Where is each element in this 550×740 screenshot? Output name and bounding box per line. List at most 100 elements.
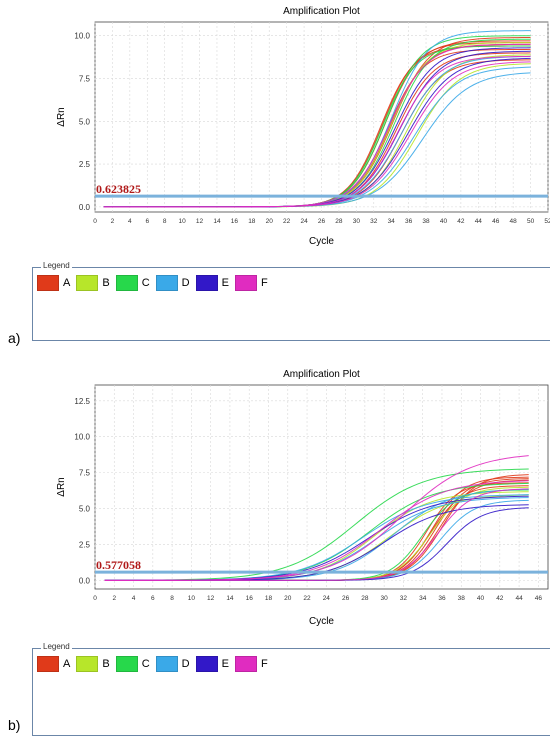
legend-item-c: C (115, 656, 150, 672)
legend-swatch (37, 275, 59, 291)
x-tick-label: 20 (284, 595, 292, 602)
threshold-label: 0.623825 (96, 182, 141, 196)
x-tick-label: 0 (93, 218, 97, 225)
x-tick-label: 18 (248, 218, 256, 225)
legend-items: A B C D E F (37, 656, 274, 672)
legend-swatch (195, 275, 218, 291)
x-tick-label: 8 (170, 595, 174, 602)
x-tick-label: 8 (163, 218, 167, 225)
x-tick-label: 22 (303, 595, 311, 602)
y-tick-label: 5.0 (79, 505, 91, 514)
y-tick-label: 12.5 (74, 397, 90, 406)
x-tick-label: 28 (361, 595, 369, 602)
legend-label: F (260, 658, 268, 670)
x-tick-label: 18 (265, 595, 273, 602)
legend-label: E (221, 277, 229, 289)
panel-b: Amplification Plot 0 2 4 6 8 10 12 14 16 18 20 22 24 2… (0, 362, 550, 740)
x-tick-label: 10 (178, 218, 186, 225)
legend-title: Legend (41, 261, 72, 270)
legend-item-e: E (195, 656, 229, 672)
x-tick-label: 42 (496, 595, 504, 602)
legend-swatch (115, 275, 138, 291)
legend-item-a: A (37, 275, 70, 291)
x-tick-label: 2 (112, 595, 116, 602)
x-tick-label: 38 (458, 595, 466, 602)
legend-swatch (155, 656, 178, 672)
x-tick-label: 48 (510, 218, 518, 225)
legend-swatch (234, 656, 257, 672)
x-tick-label: 46 (535, 595, 543, 602)
legend-item-e: E (195, 275, 229, 291)
x-tick-label: 26 (342, 595, 350, 602)
y-tick-label: 5.0 (79, 117, 91, 126)
x-tick-label: 6 (151, 595, 155, 602)
panel-label-b: b) (8, 717, 21, 733)
legend-item-d: D (155, 275, 190, 291)
legend-box-a: Legend A B C D E F (32, 261, 550, 341)
panel-label-a: a) (8, 330, 21, 346)
legend-label: C (141, 658, 150, 670)
legend-item-d: D (155, 656, 190, 672)
legend-items: A B C D E F (37, 275, 274, 291)
legend-swatch (76, 275, 99, 291)
x-tick-label: 12 (207, 595, 215, 602)
x-tick-label: 40 (477, 595, 485, 602)
y-tick-label: 2.5 (79, 540, 91, 549)
x-tick-label: 42 (457, 218, 465, 225)
plot-area (94, 21, 549, 213)
x-tick-label: 34 (419, 595, 427, 602)
y-tick-label: 10.0 (74, 32, 90, 41)
legend-swatch (37, 656, 59, 672)
legend-title: Legend (41, 642, 72, 651)
legend-label: B (102, 658, 110, 670)
y-tick-label: 7.5 (79, 74, 91, 83)
y-tick-label: 7.5 (79, 469, 91, 478)
y-tick-label: 0.0 (79, 576, 91, 585)
y-tick-label: 10.0 (74, 433, 90, 442)
chart-title: Amplification Plot (283, 6, 360, 17)
legend-item-f: F (234, 656, 268, 672)
x-tick-label: 32 (370, 218, 378, 225)
legend-swatch (234, 275, 257, 291)
y-axis-label: ΔRn (56, 477, 67, 496)
x-tick-label: 4 (128, 218, 132, 225)
x-tick-label: 36 (438, 595, 446, 602)
x-tick-label: 36 (405, 218, 413, 225)
x-tick-label: 10 (188, 595, 196, 602)
x-tick-label: 30 (353, 218, 361, 225)
y-tick-label: 0.0 (79, 203, 91, 212)
legend-label: A (63, 277, 71, 289)
x-tick-label: 6 (145, 218, 149, 225)
legend-label: D (181, 658, 190, 670)
amplification-curve-f (103, 43, 531, 208)
x-tick-label: 16 (231, 218, 239, 225)
x-tick-label: 50 (527, 218, 535, 225)
y-tick-label: 2.5 (79, 160, 91, 169)
x-tick-label: 12 (196, 218, 204, 225)
legend-box-b: Legend A B C D E F (32, 642, 550, 736)
legend-item-c: C (115, 275, 150, 291)
legend-swatch (76, 656, 99, 672)
x-tick-label: 46 (492, 218, 500, 225)
x-tick-label: 24 (300, 218, 308, 225)
x-tick-label: 20 (266, 218, 274, 225)
x-tick-label: 16 (246, 595, 254, 602)
x-tick-label: 44 (515, 595, 523, 602)
legend-swatch (155, 275, 178, 291)
x-tick-label: 0 (93, 595, 97, 602)
x-tick-label: 14 (213, 218, 221, 225)
legend-item-b: B (76, 275, 110, 291)
x-tick-label: 4 (132, 595, 136, 602)
legend-swatch (115, 656, 138, 672)
x-tick-label: 28 (335, 218, 343, 225)
y-axis-label: ΔRn (56, 107, 67, 126)
x-tick-label: 14 (226, 595, 234, 602)
x-tick-label: 52 (544, 218, 550, 225)
x-axis-label: Cycle (309, 616, 334, 627)
legend-label: D (181, 277, 190, 289)
legend-item-a: A (37, 656, 70, 672)
amplification-curve-f (104, 488, 529, 581)
x-tick-label: 32 (400, 595, 408, 602)
